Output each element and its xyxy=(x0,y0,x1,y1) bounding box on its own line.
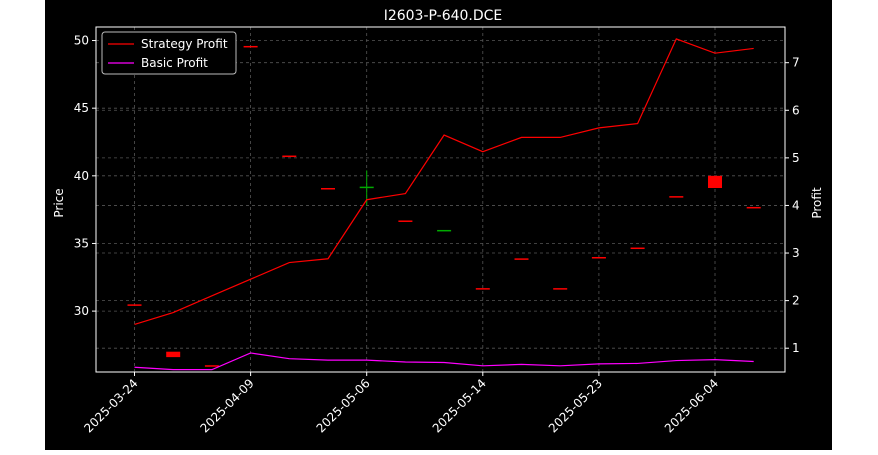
candle-body xyxy=(514,258,529,260)
y2-tick-label: 3 xyxy=(792,246,800,260)
candle-body xyxy=(553,288,568,290)
y-tick-label: 30 xyxy=(74,304,89,318)
y2-tick-label: 7 xyxy=(792,56,800,70)
y2-axis-label: Profit xyxy=(810,187,824,219)
x-tick-label: 2025-04-09 xyxy=(198,376,257,435)
chart-svg: I2603-P-640.DCE Price Profit 30354045501… xyxy=(52,8,824,435)
candle-body xyxy=(669,196,684,198)
x-tick-label: 2025-03-24 xyxy=(81,376,140,435)
y-tick-label: 50 xyxy=(74,34,89,48)
y2-tick-label: 4 xyxy=(792,198,800,212)
x-tick-label: 2025-05-14 xyxy=(430,376,489,435)
candle-body xyxy=(630,247,645,250)
y-tick-label: 35 xyxy=(74,236,89,250)
y-tick-label: 45 xyxy=(74,101,89,115)
y2-tick-label: 1 xyxy=(792,341,800,355)
candle-body xyxy=(243,45,258,48)
y2-tick-label: 2 xyxy=(792,294,800,308)
series-line-basic-profit xyxy=(134,352,754,371)
candle-body xyxy=(166,351,181,358)
candle-body xyxy=(127,304,142,306)
candle-body xyxy=(321,188,335,190)
legend-label: Strategy Profit xyxy=(141,37,228,51)
candle-body xyxy=(475,288,490,290)
legend-label: Basic Profit xyxy=(141,56,208,70)
candle-body xyxy=(746,206,761,209)
legend: Strategy Profit Basic Profit xyxy=(101,31,237,75)
legend-box xyxy=(101,31,237,75)
chart-title: I2603-P-640.DCE xyxy=(384,8,503,24)
candle-body xyxy=(359,186,374,189)
series-line-strategy-profit xyxy=(134,38,754,325)
grid-layer xyxy=(96,27,785,372)
y-tick-label: 40 xyxy=(74,169,89,183)
plot-frame xyxy=(95,26,786,373)
y2-tick-label: 6 xyxy=(792,103,800,117)
candle-body xyxy=(398,220,413,222)
candle-body xyxy=(282,155,297,158)
x-tick-label: 2025-06-04 xyxy=(662,376,721,435)
line-layer xyxy=(134,38,754,371)
candle-layer xyxy=(127,45,761,367)
candle-body xyxy=(437,229,452,232)
chart-figure: I2603-P-640.DCE Price Profit 30 35 40 45 50 1… xyxy=(45,0,832,450)
candle-body xyxy=(204,365,219,367)
candle-body xyxy=(591,257,606,259)
x-tick-label: 2025-05-23 xyxy=(546,376,605,435)
y-axis-label: Price xyxy=(52,188,66,217)
x-tick-label: 2025-05-06 xyxy=(314,376,373,435)
y2-tick-label: 5 xyxy=(792,151,800,165)
candle-body xyxy=(708,175,722,188)
